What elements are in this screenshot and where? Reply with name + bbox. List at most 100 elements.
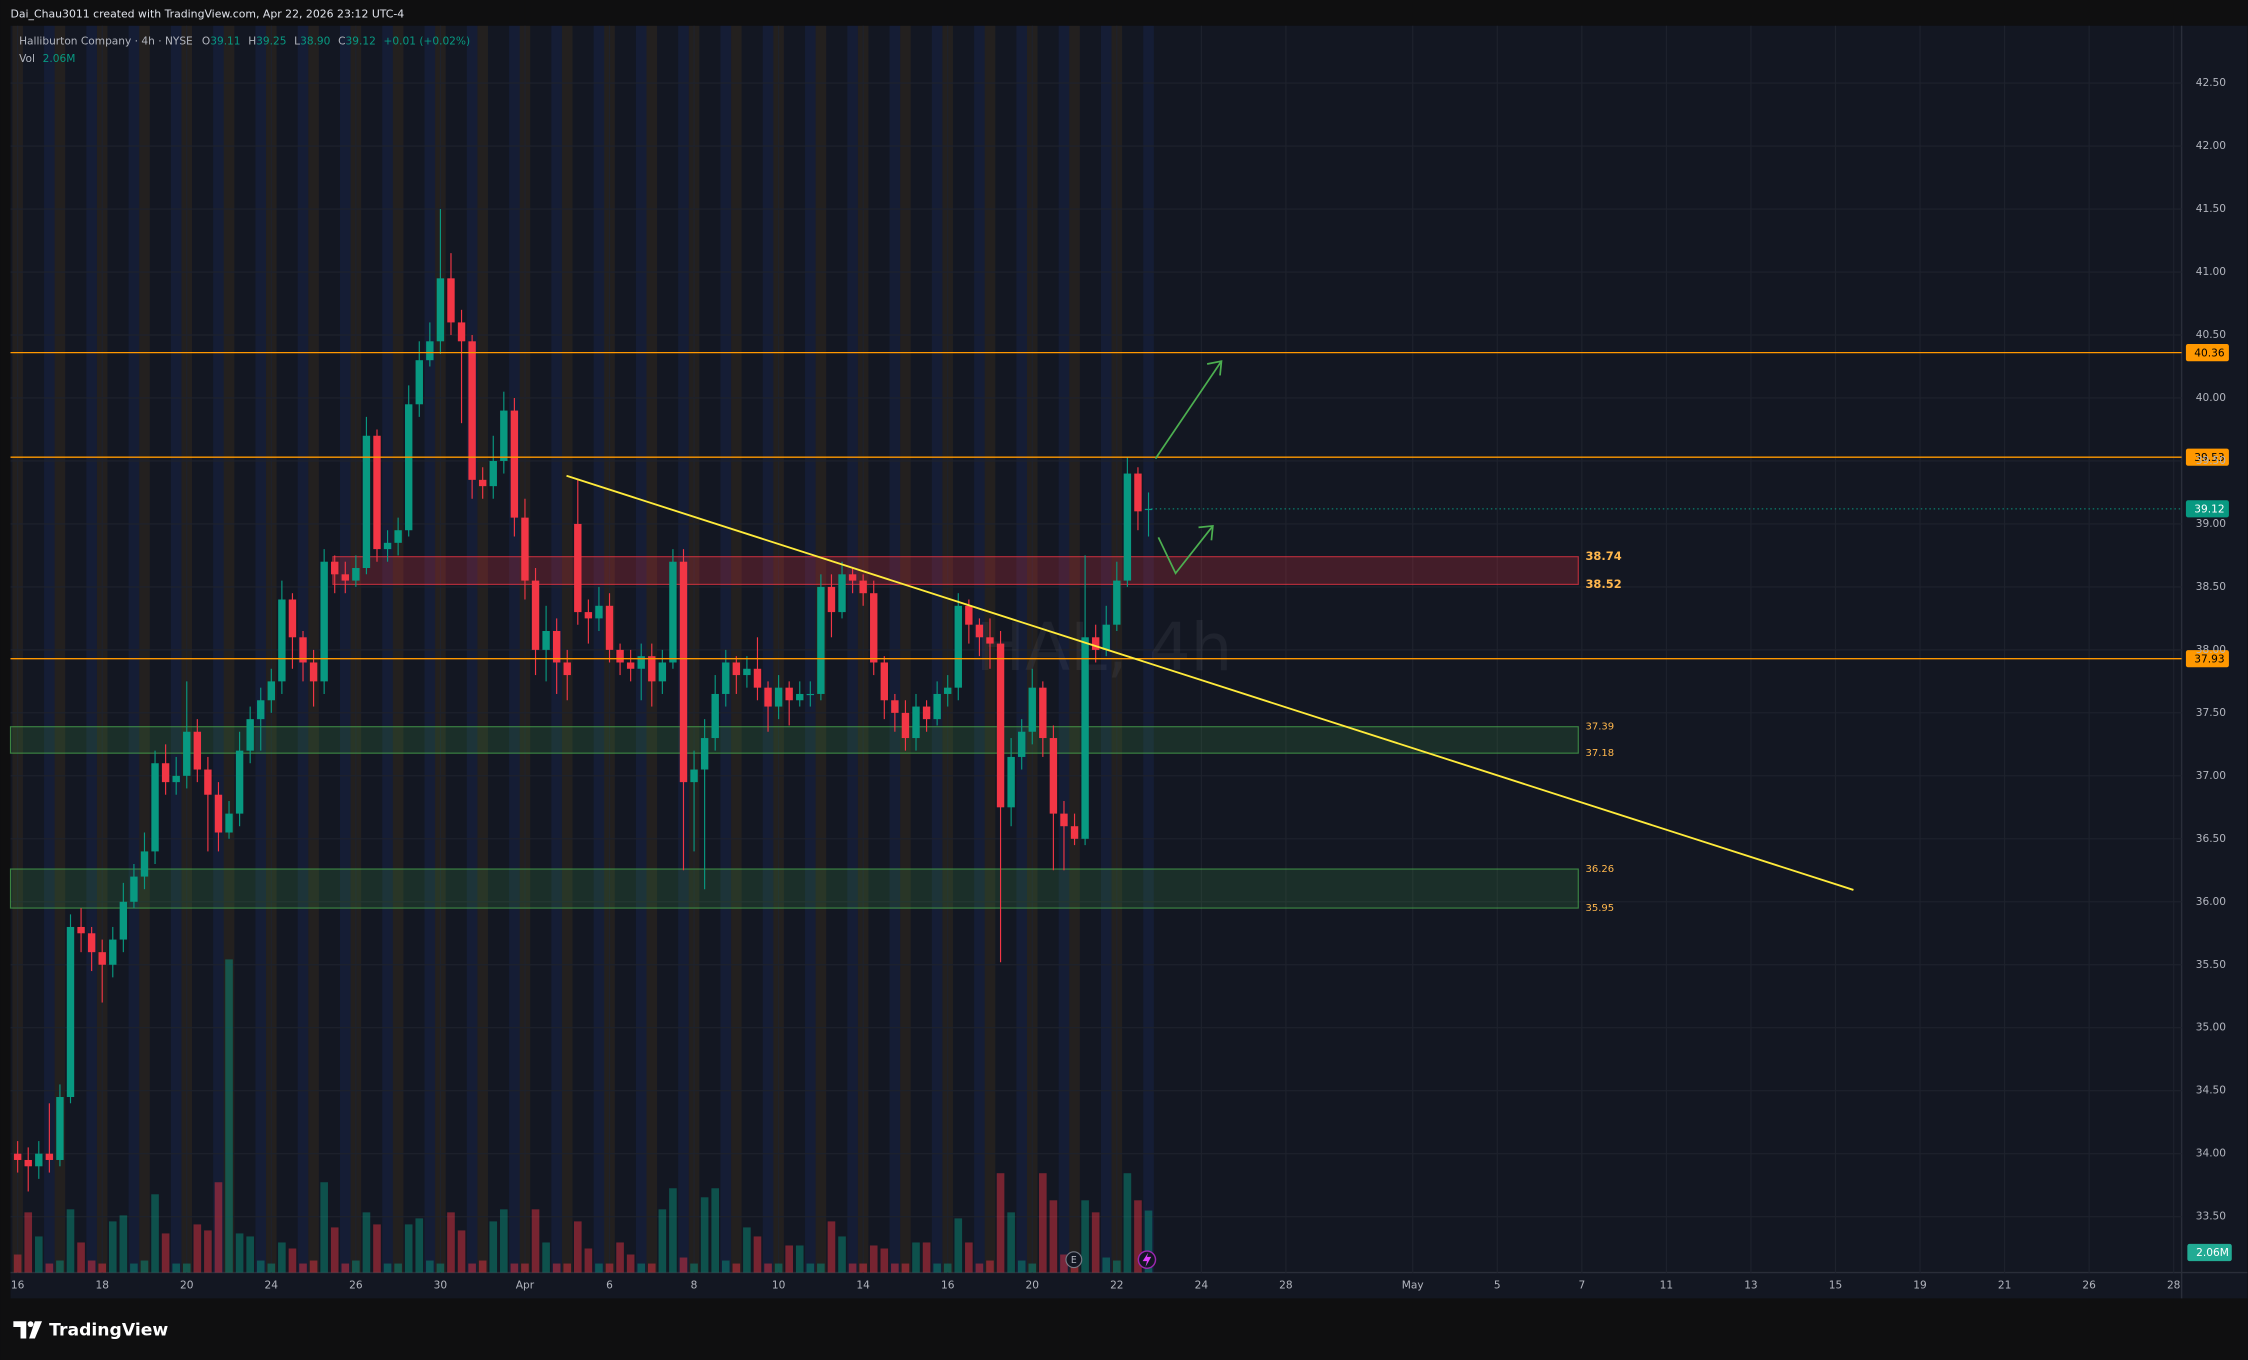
candle-body (267, 681, 276, 701)
logo-mark (29, 1321, 43, 1339)
candle-body (193, 731, 202, 770)
volume-bar (24, 1212, 33, 1273)
candle-body (753, 668, 762, 688)
legend: Halliburton Company · 4h · NYSE O39.11 H… (19, 36, 470, 48)
volume-bar (320, 1182, 328, 1273)
volume-bar (700, 1197, 709, 1273)
volume-bar (108, 1221, 117, 1273)
volume-bar (225, 959, 233, 1273)
candle-body (817, 586, 825, 694)
volume-bar (521, 1263, 529, 1273)
volume-badge-label: 2.06M (2196, 1247, 2229, 1259)
candle-body (299, 637, 307, 663)
volume-bar (573, 1221, 582, 1273)
x-tick-label: 20 (180, 1279, 194, 1291)
volume-bar (869, 1245, 878, 1273)
candle-body (616, 649, 624, 663)
last-price-badge (2185, 500, 2229, 518)
volume-bar (933, 1263, 941, 1273)
candle-body (637, 656, 645, 669)
candle-body (1028, 687, 1036, 732)
volume-bar (267, 1263, 276, 1273)
x-tick-label: 26 (349, 1279, 363, 1291)
candle-body (172, 775, 180, 783)
volume-bar (848, 1263, 857, 1273)
session-band (424, 25, 436, 1273)
volume-bar (891, 1263, 899, 1273)
y-tick-label: 34.50 (2196, 1085, 2227, 1097)
candle-body (130, 876, 138, 902)
legend-value: 39.25 (256, 36, 286, 48)
candle-body (1070, 826, 1079, 839)
volume-bar (563, 1263, 572, 1273)
candle-body (246, 719, 254, 751)
candle-body (489, 460, 497, 487)
axis-labels: 16 18 20 24 26 30 Apr 6 8 10 14 16 20 22 24 28 May 5 7 11 13… (11, 77, 2226, 1291)
x-tick-label: 10 (772, 1279, 786, 1291)
candle-body (975, 624, 984, 638)
candle-body (214, 794, 223, 833)
x-tick-label: 28 (1279, 1279, 1293, 1291)
candle-body (764, 687, 772, 707)
volume-bar (595, 1263, 603, 1273)
volume-bar (785, 1245, 793, 1273)
x-tick-label: 14 (856, 1279, 870, 1291)
x-tick-label: 16 (941, 1279, 955, 1291)
candle-body (1144, 508, 1153, 511)
volume-bar (1049, 1200, 1058, 1273)
candle-body (320, 561, 328, 682)
candle-body (1007, 756, 1015, 808)
zone-top-label: 37.39 (1585, 722, 1614, 733)
candle-body (309, 662, 318, 682)
candle-body (848, 574, 857, 581)
candle-body (965, 605, 973, 625)
candle-body (161, 763, 170, 783)
volume-bar (711, 1188, 720, 1273)
zone (9, 726, 1579, 754)
x-tick-label: 28 (2167, 1279, 2181, 1291)
volume-bar (204, 1230, 212, 1273)
legend-value: 39.11 (210, 36, 240, 48)
candle-body (891, 700, 899, 713)
volume-bar (362, 1212, 371, 1273)
x-tick-label: 7 (1578, 1279, 1585, 1291)
candle-body (880, 662, 888, 701)
x-tick-label: 20 (1026, 1279, 1040, 1291)
candle-body (510, 410, 519, 518)
volume-bar (552, 1263, 561, 1273)
arrow-head (1198, 524, 1214, 541)
volume (13, 959, 1153, 1273)
earnings-label: E (1071, 1255, 1077, 1266)
level-badge (2185, 344, 2229, 362)
candle-body (405, 404, 413, 531)
attribution: Dai_Chau3011 created with TradingView.co… (10, 7, 404, 20)
candle-body (415, 360, 423, 405)
volume-bar (806, 1263, 815, 1273)
volume-bar (1144, 1210, 1153, 1273)
session-band (86, 25, 97, 1273)
legend-change: +0.01 (+0.02%) (384, 36, 471, 48)
y-tick-label: 37.50 (2196, 707, 2227, 719)
session-band (1143, 25, 1154, 1273)
candle-body (1081, 637, 1089, 839)
volume-bar (172, 1263, 180, 1273)
volume-bar (679, 1257, 688, 1273)
volume-bar (394, 1263, 402, 1273)
volume-bar (975, 1263, 984, 1273)
volume-bar (542, 1242, 550, 1273)
volume-bar (1017, 1260, 1026, 1273)
candle-body (996, 643, 1005, 808)
volume-bar (87, 1260, 96, 1273)
zones: 38.74 38.52 37.39 37.18 36.26 35.95 (9, 549, 1622, 914)
session-band (805, 25, 816, 1273)
candle-body (394, 530, 402, 543)
x-tick-label: 26 (2082, 1279, 2096, 1291)
earnings-marker[interactable] (1065, 1251, 1083, 1269)
volume-bar (383, 1263, 392, 1273)
volume-bar (912, 1242, 920, 1273)
session-band (931, 25, 943, 1273)
y-tick-label: 39.00 (2196, 518, 2227, 530)
candle-body (1102, 624, 1110, 650)
volume-bar (859, 1263, 867, 1273)
